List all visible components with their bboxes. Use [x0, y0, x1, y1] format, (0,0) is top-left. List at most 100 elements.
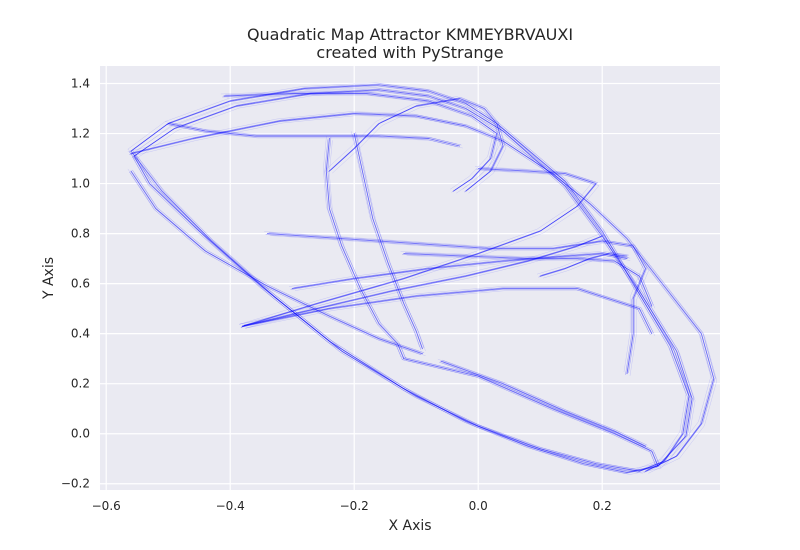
attractor-filament: [240, 169, 595, 328]
x-tick-label: −0.2: [340, 499, 369, 513]
y-axis-label: Y Axis: [41, 257, 57, 300]
attractor-filament: [270, 235, 649, 376]
attractor-filament: [443, 363, 649, 449]
attractor-filament: [541, 252, 629, 276]
attractor-filament: [400, 356, 656, 465]
attractor-filament: [327, 137, 406, 358]
attractor-filament: [330, 97, 505, 191]
attractor-filament: [406, 360, 662, 469]
y-tick-label: 0.0: [71, 427, 90, 441]
attractor-filament: [166, 124, 459, 148]
y-tick-label: 0.2: [71, 377, 90, 391]
attractor-filament: [243, 167, 598, 326]
attractor-filament: [169, 122, 462, 146]
attractor-filament: [440, 360, 647, 447]
attractor-filament: [243, 234, 604, 326]
attractor-filament: [245, 290, 655, 336]
attractor-filament: [325, 138, 405, 360]
y-tick-label: 0.4: [71, 327, 90, 341]
chart-title: Quadratic Map Attractor KMMEYBRVAUXI: [247, 25, 573, 44]
attractor-filament: [266, 233, 647, 375]
attractor-filament: [245, 170, 600, 329]
attractor-filament: [242, 235, 603, 327]
attractor-filament: [130, 113, 715, 472]
attractor-filament: [326, 96, 501, 190]
attractor-filament: [400, 251, 649, 305]
attractor-filament: [239, 166, 594, 325]
attractor-filament: [290, 254, 626, 290]
attractor-filament: [130, 87, 690, 471]
attractor-filament: [357, 135, 426, 351]
attractor-filament: [129, 171, 422, 355]
attractor-filament: [402, 254, 651, 308]
attractor-filament: [323, 136, 401, 357]
attractor-filament: [537, 251, 625, 275]
x-tick-label: −0.4: [216, 499, 245, 513]
attractor-filament: [135, 88, 694, 472]
attractor-filament: [353, 133, 423, 350]
attractor-filament: [132, 112, 716, 471]
attractor-filament: [239, 286, 649, 332]
attractor-filament: [130, 84, 690, 472]
attractor-filament: [406, 255, 655, 309]
attractor-filament: [127, 82, 687, 470]
attractor-filament: [437, 359, 643, 445]
attractor-filament: [132, 169, 425, 353]
attractor-filament: [171, 125, 463, 149]
attractor-filament: [127, 168, 420, 352]
attractor-filament: [539, 253, 628, 277]
attractor-filament: [538, 254, 626, 278]
attractor-filament: [403, 358, 659, 467]
tick-labels: −0.6 −0.4 −0.2 0.0 0.2 −0.2 0.0 0.2 0.4 0.6 0.8 1.0…: [61, 77, 612, 513]
attractor-filament: [293, 252, 629, 288]
attractor-filament: [289, 251, 625, 287]
attractor-filament: [133, 89, 693, 473]
attractor-filament: [405, 357, 660, 466]
x-tick-label: 0.2: [593, 499, 612, 513]
attractor-filament: [240, 289, 651, 335]
attractor-filament: [127, 111, 711, 470]
attractor-filament: [351, 131, 420, 347]
attractor-filament: [439, 361, 645, 448]
attractor-filament: [332, 100, 507, 194]
x-tick-label: −0.6: [92, 499, 121, 513]
attractor-filament: [242, 288, 653, 335]
attractor-filament: [239, 233, 600, 325]
attractor-filament: [220, 91, 494, 190]
y-tick-label: 0.8: [71, 227, 90, 241]
attractor-filament: [226, 95, 500, 194]
x-tick-label: 0.0: [469, 499, 488, 513]
attractor-points: [127, 82, 717, 475]
attractor-filament: [291, 253, 628, 290]
attractor-filament: [222, 94, 496, 193]
attractor-filament: [136, 91, 696, 475]
attractor-filament: [295, 255, 631, 291]
y-tick-label: −0.2: [61, 477, 90, 491]
attractor-filament: [543, 255, 631, 279]
y-tick-label: 1.4: [71, 77, 90, 91]
attractor-filament: [242, 168, 597, 327]
grid-lines: [100, 66, 720, 490]
attractor-filament: [165, 121, 457, 145]
attractor-filament: [265, 234, 645, 375]
attractor-filament: [129, 85, 688, 473]
y-tick-label: 1.0: [71, 177, 90, 191]
attractor-filament: [133, 172, 426, 356]
attractor-filament: [355, 132, 425, 348]
attractor-filament: [167, 123, 461, 147]
attractor-filament: [403, 253, 653, 307]
attractor-filament: [405, 252, 654, 306]
y-tick-label: 1.2: [71, 127, 90, 141]
attractor-filament: [243, 287, 654, 333]
attractor-filament: [264, 231, 643, 372]
attractor-filament: [129, 114, 713, 473]
attractor-filament: [329, 140, 407, 361]
attractor-filament: [352, 134, 422, 350]
attractor-filament: [324, 139, 403, 360]
attractor-filament: [442, 359, 648, 446]
x-axis-label: X Axis: [388, 518, 431, 534]
attractor-filament: [133, 115, 717, 474]
chart-subtitle: created with PyStrange: [316, 43, 503, 62]
